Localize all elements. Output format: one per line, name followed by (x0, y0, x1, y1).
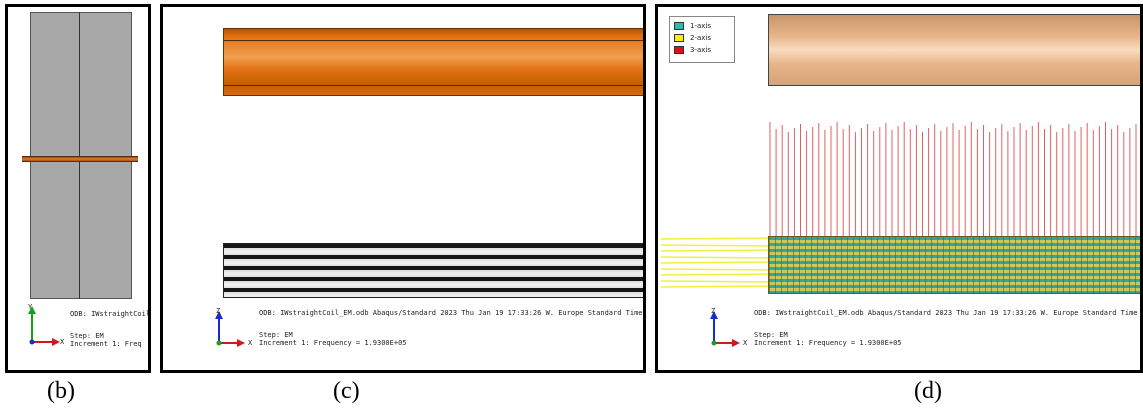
direction-line-2-axis (660, 285, 777, 288)
legend-swatch (674, 22, 684, 30)
viewport-panel-b[interactable]: Y X ODB: IWstraightCoil_ Step: EM Increm… (5, 4, 151, 373)
coil-body (768, 14, 1140, 86)
axis-triad-icon (215, 311, 245, 347)
workpiece-mesh (768, 236, 1140, 294)
odb-info: ODB: IWstraightCoil_EM.odb Abaqus/Standa… (754, 309, 1143, 317)
plate-centerline (79, 12, 80, 299)
increment-info: Increment 1: Freq (70, 340, 142, 348)
workpiece-plate (30, 12, 132, 299)
axis-triad-icon (710, 311, 740, 347)
axis-label-horizontal: X (743, 339, 748, 347)
step-info: Step: EM (754, 331, 788, 339)
viewport-panel-c[interactable]: Z X ODB: IWstraightCoil_EM.odb Abaqus/St… (160, 4, 646, 373)
legend-label: 1-axis (690, 22, 712, 30)
odb-info: ODB: IWstraightCoil_ (70, 310, 151, 318)
legend-label: 3-axis (690, 46, 712, 54)
axis-label-vertical: Z (711, 307, 716, 315)
axis-label-vertical: Y (28, 303, 33, 311)
axis-label-horizontal: X (248, 339, 253, 347)
coil-edge-bottom (223, 85, 643, 86)
direction-line-2-axis (660, 244, 777, 247)
direction-line-2-axis (660, 261, 777, 264)
direction-line-2-axis (660, 268, 777, 271)
legend-swatch (674, 46, 684, 54)
increment-info: Increment 1: Frequency = 1.9300E+05 (259, 339, 407, 347)
step-info: Step: EM (259, 331, 293, 339)
caption-c: (c) (333, 378, 360, 404)
legend-swatch (674, 34, 684, 42)
legend-label: 2-axis (690, 34, 712, 42)
direction-line-2-axis (660, 237, 777, 240)
direction-line-2-axis (660, 256, 777, 259)
step-info: Step: EM (70, 332, 104, 340)
caption-d: (d) (914, 378, 942, 404)
workpiece-layers (223, 243, 643, 298)
caption-b: (b) (47, 378, 75, 404)
viewport-panel-d[interactable]: 1-axis 2-axis 3-axis Z X ODB: IWstraight… (655, 4, 1143, 373)
axis-label-horizontal: X (60, 338, 65, 346)
axis-triad-icon (28, 306, 60, 346)
axis-label-vertical: Z (216, 307, 221, 315)
coil-section (22, 156, 138, 162)
coil-body (223, 28, 643, 96)
coil-edge-top (223, 40, 643, 41)
direction-line-2-axis (660, 280, 777, 283)
direction-line-2-axis (660, 273, 777, 276)
odb-info: ODB: IWstraightCoil_EM.odb Abaqus/Standa… (259, 309, 646, 317)
direction-line-2-axis (660, 249, 777, 252)
material-orientation-legend: 1-axis 2-axis 3-axis (669, 16, 735, 63)
increment-info: Increment 1: Frequency = 1.9300E+05 (754, 339, 902, 347)
